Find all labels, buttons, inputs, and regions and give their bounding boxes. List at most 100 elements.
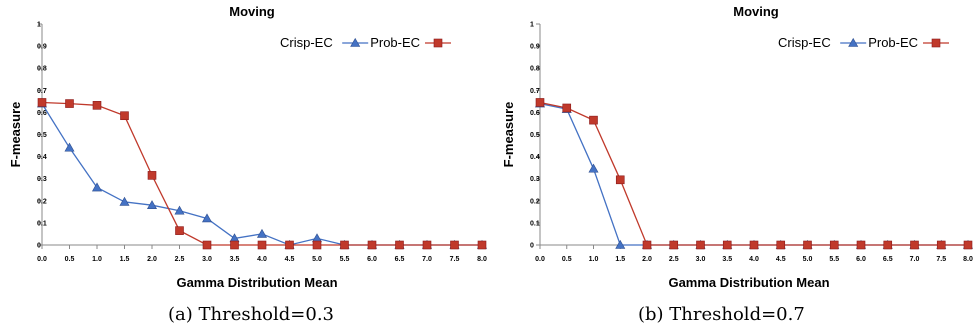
x-tick-label: 2.5 bbox=[669, 256, 679, 263]
y-tick-label: 0.3 bbox=[37, 176, 47, 183]
data-point-square bbox=[395, 240, 404, 250]
data-point-square bbox=[803, 240, 812, 250]
x-tick-label: 2.0 bbox=[147, 256, 157, 263]
x-tick-label: 5.0 bbox=[803, 256, 813, 263]
x-tick-label: 6.0 bbox=[856, 256, 866, 263]
x-tick-label: 1.0 bbox=[92, 256, 102, 263]
data-point-square bbox=[562, 103, 572, 113]
y-tick-label: 0.6 bbox=[37, 110, 47, 117]
data-point-square bbox=[642, 240, 652, 250]
x-tick-label: 4.5 bbox=[776, 256, 786, 263]
data-point-triangle bbox=[119, 196, 130, 206]
x-tick-label: 5.5 bbox=[340, 256, 350, 263]
x-axis-label: Gamma Distribution Mean bbox=[668, 275, 829, 290]
y-tick-label: 0.1 bbox=[37, 220, 47, 227]
x-tick-label: 6.0 bbox=[367, 256, 377, 263]
data-point-square bbox=[340, 240, 349, 250]
data-point-square bbox=[776, 240, 786, 250]
x-tick-label: 6.5 bbox=[883, 256, 893, 263]
data-point-square bbox=[589, 115, 598, 125]
legend-label: Crisp-EC bbox=[778, 35, 831, 50]
x-tick-label: 4.0 bbox=[257, 256, 267, 263]
data-point-square bbox=[312, 240, 322, 250]
data-point-square bbox=[92, 101, 102, 110]
legend-label: Crisp-EC bbox=[280, 35, 333, 50]
y-tick-label: 0.4 bbox=[530, 154, 540, 161]
x-tick-label: 5.5 bbox=[829, 256, 839, 263]
x-tick-label: 4.5 bbox=[285, 256, 295, 263]
x-tick-label: 8.0 bbox=[477, 256, 487, 263]
x-axis-label: Gamma Distribution Mean bbox=[176, 275, 337, 290]
y-tick-label: 0.7 bbox=[530, 88, 540, 95]
x-tick-label: 0.5 bbox=[562, 256, 572, 263]
data-point-square bbox=[367, 240, 377, 250]
x-tick-label: 3.5 bbox=[722, 256, 732, 263]
x-tick-label: 3.0 bbox=[696, 256, 706, 263]
data-point-square bbox=[202, 240, 212, 250]
y-tick-label: 1 bbox=[37, 22, 41, 29]
legend-marker-triangle bbox=[350, 37, 361, 47]
data-point-square bbox=[65, 99, 74, 108]
legend-marker-square bbox=[433, 38, 443, 48]
y-tick-label: 0.5 bbox=[530, 132, 540, 139]
x-tick-label: 3.5 bbox=[230, 256, 240, 263]
data-point-square bbox=[477, 240, 487, 250]
y-axis-label: F-measure bbox=[501, 102, 516, 168]
data-point-triangle bbox=[146, 200, 158, 210]
data-point-triangle bbox=[174, 205, 185, 215]
chart-title: Moving bbox=[229, 4, 275, 19]
data-point-triangle bbox=[311, 233, 323, 243]
y-tick-label: 0 bbox=[37, 243, 41, 250]
data-point-square bbox=[856, 240, 866, 250]
data-point-triangle bbox=[256, 228, 268, 238]
legend-label: Prob-EC bbox=[370, 35, 420, 50]
data-point-square bbox=[696, 240, 705, 250]
y-tick-label: 0.8 bbox=[530, 66, 540, 73]
x-tick-label: 2.5 bbox=[175, 256, 185, 263]
data-point-square bbox=[257, 240, 267, 250]
y-tick-label: 0.9 bbox=[37, 44, 47, 51]
y-tick-label: 0.2 bbox=[37, 198, 47, 205]
data-point-triangle bbox=[64, 142, 75, 152]
data-point-square bbox=[285, 240, 294, 250]
chart-panel-b: Moving 0 0.1 0.2 0.3 0.4 0.5 0.6 0.7 0.8 0.9 1 0.0 0.… bbox=[501, 4, 973, 290]
data-point-square bbox=[535, 98, 545, 107]
x-tick-label: 1.5 bbox=[615, 256, 625, 263]
y-tick-label: 0.9 bbox=[530, 44, 540, 51]
y-tick-label: 0.3 bbox=[530, 176, 540, 183]
series-line bbox=[539, 102, 968, 246]
data-point-square bbox=[37, 98, 47, 107]
x-tick-label: 5.0 bbox=[312, 256, 322, 263]
data-point-square bbox=[883, 240, 893, 250]
data-point-square bbox=[669, 240, 679, 250]
data-point-triangle bbox=[615, 239, 626, 249]
x-tick-label: 3.0 bbox=[202, 256, 212, 263]
x-tick-label: 7.0 bbox=[422, 256, 432, 263]
data-point-square bbox=[230, 240, 239, 250]
data-point-square bbox=[936, 240, 946, 250]
x-tick-label: 7.5 bbox=[450, 256, 460, 263]
data-point-square bbox=[147, 171, 157, 180]
data-point-triangle bbox=[588, 163, 599, 173]
y-tick-label: 1 bbox=[530, 22, 534, 29]
series-prob-ec bbox=[535, 98, 973, 250]
y-tick-label: 0.2 bbox=[530, 198, 540, 205]
chart-title: Moving bbox=[733, 4, 779, 19]
data-point-square bbox=[963, 240, 973, 250]
series-line bbox=[41, 101, 482, 246]
x-tick-label: 0.0 bbox=[37, 256, 47, 263]
series-crisp-ec bbox=[534, 98, 973, 249]
y-tick-label: 0 bbox=[530, 243, 534, 250]
y-tick-label: 0.8 bbox=[37, 66, 47, 73]
x-tick-label: 7.5 bbox=[936, 256, 946, 263]
legend-marker-square bbox=[931, 38, 941, 48]
data-point-square bbox=[175, 226, 184, 235]
caption-a: (a) Threshold=0.3 bbox=[168, 304, 335, 325]
data-point-square bbox=[722, 240, 732, 250]
y-tick-label: 0.1 bbox=[530, 220, 540, 227]
legend: Crisp-EC Prob-EC bbox=[280, 35, 451, 50]
y-axis-label: F-measure bbox=[8, 102, 23, 168]
x-tick-label: 8.0 bbox=[963, 256, 973, 263]
legend-label: Prob-EC bbox=[868, 35, 918, 50]
y-tick-label: 0.5 bbox=[37, 132, 47, 139]
